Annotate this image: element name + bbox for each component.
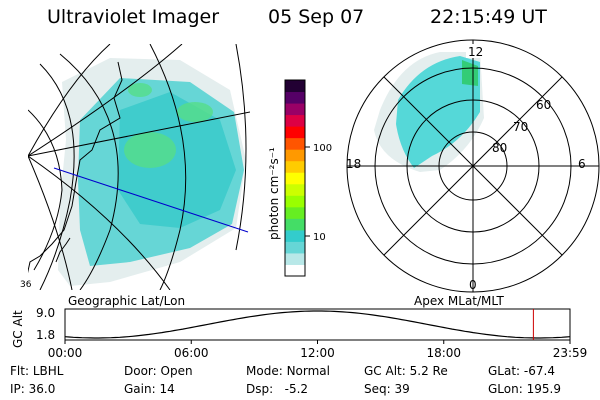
observation-date: 05 Sep 07 xyxy=(268,6,365,28)
mode-readout: Mode: Normal xyxy=(246,364,330,378)
colorbar-segment xyxy=(285,252,305,265)
filter-readout: Flt: LBHL xyxy=(10,364,64,378)
altitude-axis-label: GC Alt xyxy=(11,310,25,348)
grid-parallel xyxy=(28,109,63,271)
altitude-xtick-label: 00:00 xyxy=(48,346,83,360)
colorbar-segment xyxy=(285,183,305,196)
mlat-label-60: 60 xyxy=(536,98,551,112)
image-title: Ultraviolet Imager xyxy=(47,6,220,28)
polar-mlt-line xyxy=(383,76,563,256)
grid-meridian xyxy=(28,44,183,157)
grid-meridian xyxy=(28,111,250,157)
colorbar: 100 10 photon cm⁻²s⁻¹ xyxy=(267,79,332,277)
colorbar-segment xyxy=(285,114,305,127)
altitude-xtick-label: 18:00 xyxy=(426,346,461,360)
emission-core xyxy=(118,92,236,228)
glat-readout: GLat: -67.4 xyxy=(488,364,555,378)
gc-alt-readout: GC Alt: 5.2 Re xyxy=(364,364,448,378)
grid-parallel xyxy=(235,44,247,251)
grid-meridian xyxy=(28,155,171,290)
emission-green-patch xyxy=(128,83,152,97)
mlt-label-12: 12 xyxy=(468,45,483,59)
terminator-line xyxy=(53,167,249,233)
geo-corner-label: 36 xyxy=(20,280,32,290)
polar-emission-green xyxy=(462,60,478,86)
mlat-label-80: 80 xyxy=(492,141,507,155)
colorbar-tick-label: 100 xyxy=(313,143,332,154)
grid-parallel xyxy=(149,44,187,290)
colorbar-segment xyxy=(285,218,305,231)
door-readout: Door: Open xyxy=(124,364,193,378)
colorbar-segment xyxy=(285,229,305,242)
colorbar-segment xyxy=(285,80,305,93)
colorbar-segment xyxy=(285,149,305,162)
grid-parallel xyxy=(39,63,75,290)
colorbar-segment xyxy=(285,206,305,219)
grid-meridian xyxy=(28,155,73,290)
altitude-xtick-label: 12:00 xyxy=(300,346,335,360)
grid-parallel xyxy=(59,53,119,290)
colorbar-segment xyxy=(285,91,305,104)
colorbar-frame xyxy=(284,79,306,277)
colorbar-segment xyxy=(285,160,305,173)
altitude-curve xyxy=(64,310,571,339)
dsp-readout: Dsp: -5.2 xyxy=(246,382,309,396)
altitude-plot: GC Alt 9.0 1.8 00:00 06:00 12:00 18:00 23:59 xyxy=(11,306,587,360)
emission-green-patch xyxy=(124,132,176,168)
colorbar-segment xyxy=(285,172,305,185)
polar-mlat-mlt-panel: 12 18 6 0 80 70 60 xyxy=(346,39,600,293)
colorbar-segment xyxy=(285,195,305,208)
ip-readout: IP: 36.0 xyxy=(10,382,56,396)
colorbar-segment xyxy=(285,103,305,116)
geo-panel-caption: Geographic Lat/Lon xyxy=(68,294,185,308)
altitude-xtick-label: 06:00 xyxy=(174,346,209,360)
geographic-map-panel xyxy=(28,44,250,290)
colorbar-tick-label: 10 xyxy=(313,232,326,243)
mlt-label-0: 0 xyxy=(469,278,477,292)
polar-emission-region xyxy=(396,56,480,168)
glon-readout: GLon: 195.9 xyxy=(488,382,561,396)
altitude-ytick-min: 1.8 xyxy=(36,328,55,342)
grid-meridian xyxy=(28,44,111,157)
mlt-label-18: 18 xyxy=(346,157,361,171)
emission-green-patch xyxy=(177,102,213,122)
colorbar-unit-label: photon cm⁻²s⁻¹ xyxy=(267,147,281,240)
colorbar-segment xyxy=(285,126,305,139)
observation-time: 22:15:49 UT xyxy=(430,6,547,28)
coastline xyxy=(55,237,71,263)
colorbar-segment xyxy=(285,137,305,150)
coastline xyxy=(28,61,123,274)
colorbar-segment xyxy=(285,264,305,277)
seq-readout: Seq: 39 xyxy=(364,382,410,396)
gain-readout: Gain: 14 xyxy=(124,382,175,396)
polar-panel-caption: Apex MLat/MLT xyxy=(414,294,504,308)
colorbar-segment xyxy=(285,241,305,254)
mlat-label-70: 70 xyxy=(513,120,528,134)
altitude-ytick-max: 9.0 xyxy=(36,306,55,320)
altitude-xtick-label: 23:59 xyxy=(553,346,588,360)
mlt-label-6: 6 xyxy=(578,157,586,171)
